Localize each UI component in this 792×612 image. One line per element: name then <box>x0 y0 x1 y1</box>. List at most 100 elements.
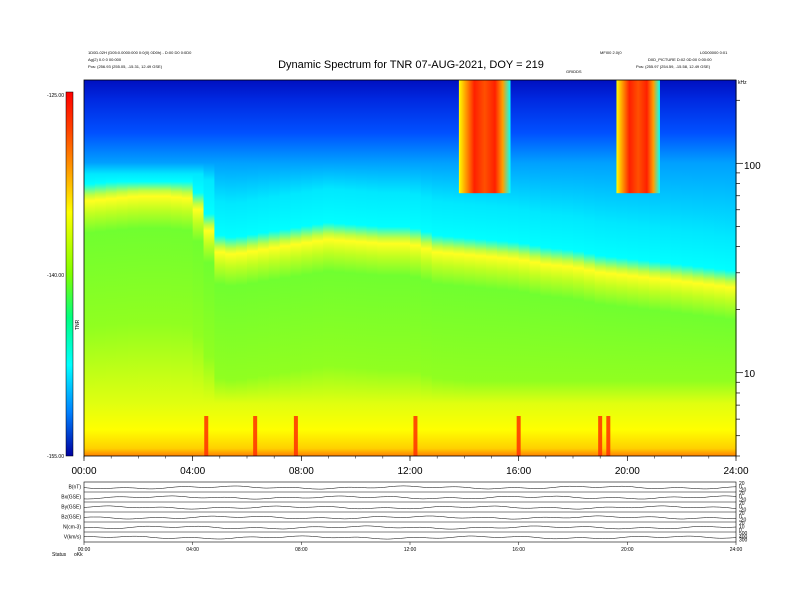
time-tick-label: 12:00 <box>397 466 422 477</box>
time-axis: 00:00 04:00 08:00 12:00 16:00 20:00 24:00 <box>71 456 749 477</box>
low-freq-spike <box>204 416 209 456</box>
spectrogram-column <box>247 80 259 456</box>
panel-tick-label: 10 <box>739 524 745 530</box>
spectrogram-column <box>290 80 302 456</box>
panel-tick-label: 0 <box>739 514 742 520</box>
panel-trace <box>83 525 737 530</box>
spectrogram-column <box>160 80 172 456</box>
low-freq-spike <box>606 416 611 456</box>
spectrogram-column <box>323 80 335 456</box>
spectrogram-column <box>301 80 313 456</box>
spectrogram-column <box>638 80 650 456</box>
spectrogram-column <box>388 80 400 456</box>
spectrogram-column <box>659 80 672 456</box>
header-line-8: GRIDDS <box>566 69 582 74</box>
low-freq-spike <box>516 416 521 456</box>
header-line-3: Pos: (256.93 (255.05, -15.31, 12.49 GSE) <box>88 64 163 69</box>
time-tick-label: 00:00 <box>71 466 96 477</box>
spectrogram-column <box>605 80 618 456</box>
low-freq-spike <box>253 416 258 456</box>
spectrogram-column <box>170 80 183 456</box>
spectrogram-column <box>627 80 639 456</box>
header-line-2: Ag(2) 0.0 0 00:000 <box>88 57 122 62</box>
panel-trace <box>83 535 737 540</box>
spectrogram-column <box>268 80 281 456</box>
colorbar-tick-mid: -140.00 <box>47 273 64 279</box>
spectrogram-column <box>453 80 465 456</box>
panel-tick-label: -20 <box>739 518 746 524</box>
freq-tick-10: 10 <box>744 369 756 380</box>
spectrogram-column <box>616 80 628 456</box>
spectrogram-column <box>203 80 215 456</box>
panel-time-label: 00:00 <box>78 547 91 553</box>
spectrogram-column <box>431 80 444 456</box>
panel-tick-label: -20 <box>739 498 746 504</box>
spectrogram-column <box>681 80 694 456</box>
spectrogram-column <box>486 80 498 456</box>
spectrogram-column <box>236 80 248 456</box>
spectrogram-column <box>562 80 574 456</box>
spectrogram-column <box>105 80 118 456</box>
colorbar-tick-bottom: -155.00 <box>47 454 64 460</box>
spectrogram-column <box>703 80 715 456</box>
spectrogram-column <box>94 80 107 456</box>
panel-label: By(GSE) <box>61 505 81 511</box>
chart-title: Dynamic Spectrum for TNR 07-AUG-2021, DO… <box>278 59 544 71</box>
spectrogram-column <box>475 80 487 456</box>
spectrogram-column <box>257 80 270 456</box>
panel-tick-label: 400 <box>739 534 748 540</box>
colorbar-tick-top: -125.00 <box>47 93 64 99</box>
panel-label: V(km/s) <box>64 535 82 541</box>
low-freq-spike <box>293 416 298 456</box>
solar-wind-panels: B(nT)200-20Bx(GSE)200-20By(GSE)200-20Bz(… <box>61 481 747 553</box>
panel-tick-label: -20 <box>739 488 746 494</box>
panel-label: N(cm-3) <box>63 525 81 531</box>
spectrogram-column <box>312 80 324 456</box>
panel-time-label: 20:00 <box>621 547 634 553</box>
panel-trace <box>83 505 737 510</box>
spectrogram-column <box>649 80 661 456</box>
colorbar <box>65 91 74 457</box>
spectrogram-column <box>344 80 357 456</box>
spectrogram-column <box>529 80 541 456</box>
status-label: Status <box>52 552 67 558</box>
spectrogram-column <box>714 80 726 456</box>
low-freq-spike <box>413 416 418 456</box>
spectrogram <box>84 80 737 456</box>
spectrogram-column <box>279 80 292 456</box>
panel-tick-label: 20 <box>739 521 745 527</box>
spectrogram-column <box>377 80 389 456</box>
spectrogram-column <box>410 80 422 456</box>
spectrogram-column <box>464 80 476 456</box>
spectrogram-column <box>181 80 194 456</box>
panel-label: Bz(GSE) <box>61 515 81 521</box>
panel-tick-label: 20 <box>739 481 745 487</box>
panel-tick-label: 0 <box>739 484 742 490</box>
panel-time-label: 04:00 <box>186 547 199 553</box>
panel-trace <box>83 495 737 500</box>
spectrogram-column <box>355 80 368 456</box>
panel-tick-label: 0 <box>739 494 742 500</box>
panel-time-label: 16:00 <box>512 547 525 553</box>
panel-tick-label: 20 <box>739 511 745 517</box>
panel-time-label: 24:00 <box>730 547 743 553</box>
spectrogram-column <box>192 80 205 456</box>
panel-trace <box>83 485 737 490</box>
panel-tick-label: 500 <box>739 531 748 537</box>
panel-tick-label: 300 <box>739 538 748 544</box>
frequency-axis <box>736 99 743 457</box>
spectrogram-column <box>540 80 552 456</box>
time-tick-label: 20:00 <box>615 466 640 477</box>
panel-time-label: 12:00 <box>404 547 417 553</box>
panel-tick-label: -20 <box>739 508 746 514</box>
spectrogram-column <box>670 80 683 456</box>
spectrogram-column <box>507 80 520 456</box>
header-line-1: 1D0D-02H (D05:0.0000:000 0:0(0) 0D0h) - … <box>88 50 192 55</box>
spectrogram-column <box>573 80 585 456</box>
header-line-4: MFI00 2.0(0 <box>600 50 622 55</box>
spectrogram-column <box>496 80 509 456</box>
panel-tick-label: 0 <box>739 528 742 534</box>
header-line-7: Pos: (255.97 (254.59, -15.58, 12.49 GSE) <box>636 64 711 69</box>
spectrogram-column <box>138 80 150 456</box>
